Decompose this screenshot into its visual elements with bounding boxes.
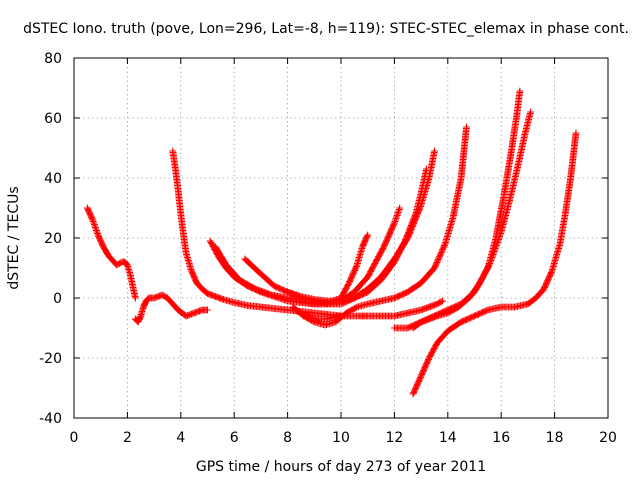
y-tick-label: -20 xyxy=(39,351,62,367)
data-point xyxy=(409,221,417,229)
data-point xyxy=(432,260,440,268)
x-tick-label: 8 xyxy=(283,430,292,446)
x-tick-label: 20 xyxy=(599,430,617,446)
series-arc-9 xyxy=(292,297,446,323)
chart-title: dSTEC Iono. truth (pove, Lon=296, Lat=-8… xyxy=(23,21,629,37)
data-point xyxy=(259,288,267,296)
series-arc-2 xyxy=(132,291,211,326)
data-point xyxy=(391,218,399,225)
data-point xyxy=(253,286,261,293)
x-axis-label: GPS time / hours of day 273 of year 2011 xyxy=(196,459,486,475)
data-point xyxy=(204,306,211,314)
data-point xyxy=(363,232,371,240)
data-point xyxy=(414,210,421,217)
series-arc-7 xyxy=(284,147,438,308)
data-point xyxy=(572,129,580,137)
x-axis: 0 2 4 6 8 10 12 14 16 18 20 xyxy=(70,58,617,446)
series-arc-1 xyxy=(83,204,139,302)
data-point xyxy=(414,208,422,216)
series-arc-11 xyxy=(391,87,524,332)
data-point xyxy=(393,213,400,221)
data-point xyxy=(364,231,372,239)
data-point xyxy=(404,233,412,240)
x-tick-label: 2 xyxy=(123,430,132,446)
x-tick-label: 10 xyxy=(332,430,350,446)
data-point xyxy=(406,230,413,238)
series-arc-8 xyxy=(289,123,470,329)
data-point xyxy=(396,204,404,212)
x-tick-label: 4 xyxy=(176,430,185,446)
y-tick-label: 40 xyxy=(44,171,62,187)
x-tick-label: 6 xyxy=(230,430,239,446)
series-arc-5 xyxy=(212,204,404,308)
series-arc-6 xyxy=(241,165,430,305)
x-tick-label: 16 xyxy=(492,430,510,446)
x-tick-label: 12 xyxy=(385,430,403,446)
data-point xyxy=(91,222,99,230)
data-point xyxy=(437,298,445,306)
data-point xyxy=(417,203,424,210)
plot-area xyxy=(83,87,580,398)
series-line xyxy=(292,126,468,326)
y-tick-label: 20 xyxy=(44,231,62,247)
series-arc-3 xyxy=(169,147,345,320)
data-point xyxy=(516,87,524,95)
y-tick-label: 80 xyxy=(44,51,62,67)
data-point xyxy=(410,218,418,226)
data-point xyxy=(256,287,264,294)
data-point xyxy=(353,263,360,270)
data-point xyxy=(411,217,419,225)
data-point xyxy=(433,259,441,266)
data-point xyxy=(438,247,446,255)
data-point xyxy=(262,289,270,297)
data-point xyxy=(439,297,446,305)
data-point xyxy=(407,226,415,233)
y-tick-label: 60 xyxy=(44,111,62,127)
data-point xyxy=(527,108,534,116)
x-tick-label: 14 xyxy=(439,430,457,446)
data-point xyxy=(412,214,420,222)
x-tick-label: 18 xyxy=(546,430,564,446)
data-point xyxy=(416,204,424,212)
y-axis-label: dSTEC / TECUs xyxy=(6,186,22,289)
y-tick-label: -40 xyxy=(39,411,62,427)
data-point xyxy=(132,294,139,302)
data-point xyxy=(441,242,448,249)
data-point xyxy=(394,209,402,216)
data-point xyxy=(463,123,470,131)
data-point xyxy=(265,290,273,298)
y-axis: -40 -20 0 20 40 60 80 xyxy=(39,51,608,427)
series-arc-12 xyxy=(409,129,580,398)
data-point xyxy=(408,224,416,232)
y-tick-label: 0 xyxy=(53,291,62,307)
data-point xyxy=(431,147,438,155)
data-point xyxy=(93,227,100,234)
data-point xyxy=(89,218,97,225)
data-point xyxy=(406,228,414,236)
x-tick-label: 0 xyxy=(70,430,79,446)
data-point xyxy=(547,269,555,276)
data-point xyxy=(438,249,445,256)
